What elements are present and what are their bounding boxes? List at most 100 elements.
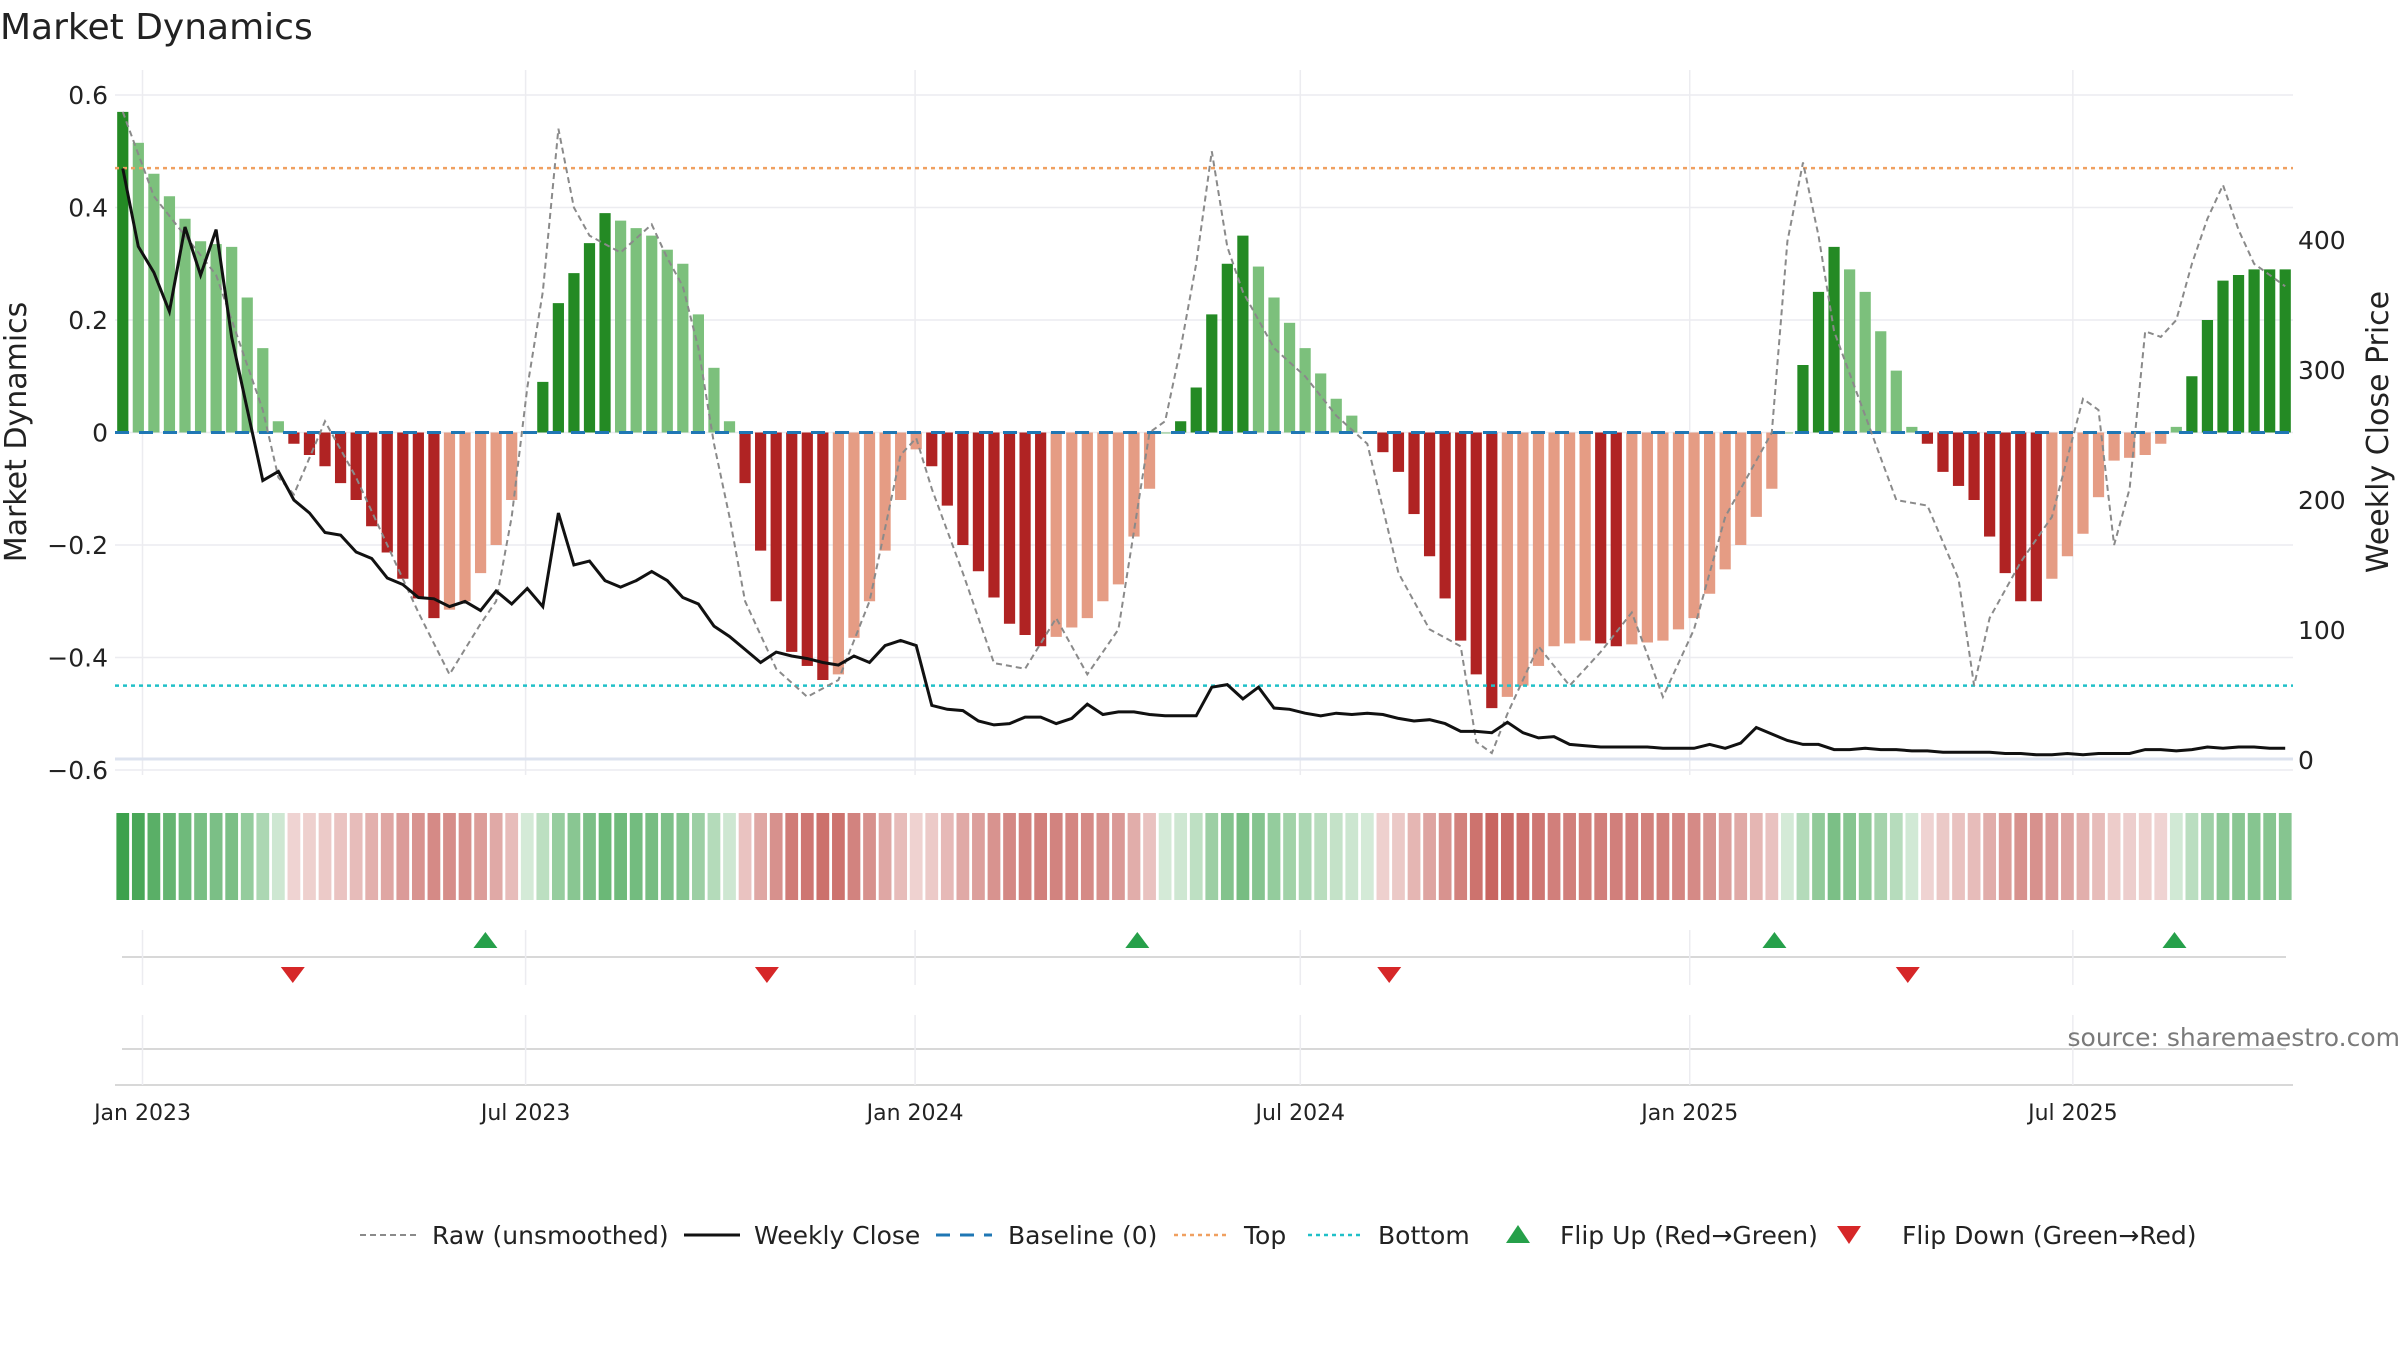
left-tick-2: 0.2 [68,306,108,335]
dynamics-bars [117,111,2291,709]
regime-cell-16 [365,813,379,900]
dynamics-bar-67 [1159,432,1171,434]
regime-cell-9 [256,813,270,900]
regime-cell-53 [940,813,954,900]
regime-cell-42 [769,813,783,900]
regime-cell-136 [2232,813,2245,900]
regime-cell-58 [1018,813,1032,900]
dynamics-bar-75 [1283,322,1296,433]
dynamics-bar-41 [755,432,767,551]
dynamics-bar-77 [1315,373,1327,433]
regime-cell-87 [1469,813,1483,900]
dynamics-bar-76 [1299,348,1311,433]
regime-cell-117 [1936,813,1950,900]
regime-cell-50 [894,813,908,900]
regime-cell-135 [2216,813,2230,900]
dynamics-bar-60 [1050,432,1062,637]
dynamics-bar-104 [1735,432,1747,545]
regime-cell-138 [2263,813,2277,900]
dynamics-bar-74 [1268,297,1280,433]
regime-cell-44 [800,813,814,900]
dynamics-bar-89 [1501,432,1513,697]
dynamics-bar-9 [257,348,269,433]
regime-cell-54 [956,813,970,900]
dynamics-bar-101 [1688,432,1700,619]
dynamics-bar-52 [926,432,938,467]
dynamics-bar-109 [1812,291,1825,433]
regime-cell-49 [878,813,892,900]
regime-cell-3 [163,813,176,900]
dynamics-bar-127 [2092,432,2105,498]
regime-cell-17 [380,813,394,900]
regime-cell-15 [349,813,363,900]
regime-cell-122 [2014,813,2028,900]
regime-cell-7 [225,813,239,900]
dynamics-bar-65 [1128,432,1140,537]
dynamics-bar-79 [1346,415,1358,433]
regime-cell-62 [1080,813,1094,900]
regime-cell-38 [707,813,721,900]
regime-cell-4 [178,813,192,900]
regime-cell-51 [909,813,923,900]
regime-cell-114 [1889,813,1903,900]
flip-up-marker-2 [1762,932,1787,948]
dynamics-bar-54 [957,432,969,545]
dynamics-bar-57 [1003,432,1016,624]
regime-cell-25 [505,813,519,900]
regime-cell-98 [1641,813,1654,900]
regime-cell-132 [2169,813,2183,900]
right-y-axis-label: Weekly Close Price [2361,291,2396,573]
dynamics-bar-48 [863,432,876,602]
right-tick-2: 200 [2298,486,2346,515]
dynamics-bar-93 [1563,432,1576,644]
regime-cell-91 [1532,813,1545,900]
dynamics-bar-25 [506,432,518,500]
regime-cell-80 [1360,813,1374,900]
right-y-axis-ticks: 400 300 200 100 0 [2298,226,2346,775]
regime-cell-125 [2061,813,2074,900]
dynamics-bar-20 [428,432,440,619]
dynamics-bar-49 [879,432,891,551]
regime-cell-104 [1734,813,1748,900]
regime-cell-95 [1594,813,1608,900]
dynamics-bar-19 [412,432,424,599]
dynamics-bar-84 [1423,432,1436,557]
regime-cell-40 [738,813,752,900]
dynamics-bar-0 [117,111,129,433]
legend-flip-down: Flip Down (Green→Red) [1902,1221,2197,1250]
dynamics-bar-83 [1408,432,1420,515]
regime-cell-120 [1983,813,1997,900]
flip-markers [280,932,2187,983]
regime-cell-123 [2029,813,2043,900]
dynamics-bar-139 [2279,269,2291,433]
regime-cell-18 [396,813,410,900]
dynamics-bar-118 [1952,432,1965,486]
dynamics-bar-111 [1844,269,1856,433]
regime-cell-99 [1656,813,1670,900]
regime-cell-6 [209,813,223,900]
dynamics-bar-36 [677,263,689,433]
dynamics-bar-91 [1532,432,1545,666]
regime-cell-78 [1329,813,1343,900]
dynamics-bar-106 [1766,432,1778,489]
regime-cell-29 [567,813,581,900]
dynamics-bar-6 [210,244,222,433]
dynamics-bar-94 [1579,432,1591,641]
regime-cell-86 [1454,813,1468,900]
regime-cell-75 [1283,813,1296,900]
regime-cell-70 [1205,813,1219,900]
regime-cell-68 [1174,813,1188,900]
regime-cell-139 [2278,813,2292,900]
regime-cell-102 [1703,813,1716,900]
flip-panel-grid [122,930,2286,985]
dynamics-bar-45 [817,432,829,680]
dynamics-bar-102 [1704,432,1716,594]
dynamics-bar-70 [1206,314,1218,433]
flip-down-marker-1 [754,967,779,983]
dynamics-bar-116 [1921,432,1934,444]
regime-cell-73 [1252,813,1265,900]
regime-cell-130 [2138,813,2152,900]
regime-cell-26 [520,813,534,900]
regime-cell-69 [1189,813,1203,900]
dynamics-bar-131 [2155,432,2167,444]
